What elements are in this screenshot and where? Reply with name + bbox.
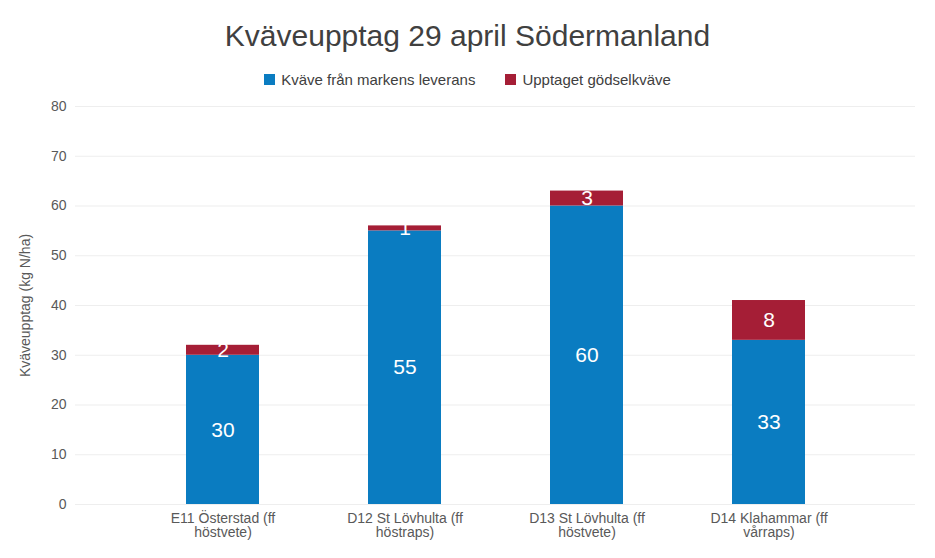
svg-text:0: 0 xyxy=(59,496,67,512)
svg-text:1: 1 xyxy=(399,216,411,239)
svg-text:D13 St Lövhulta (ffhöstvete): D13 St Lövhulta (ffhöstvete) xyxy=(529,510,645,540)
html-text:Upptaget gödselkväve: Upptaget gödselkväve xyxy=(522,70,671,88)
svg-text:60: 60 xyxy=(575,343,598,366)
svg-text:30: 30 xyxy=(51,347,67,363)
svg-text:Kväveupptag (kg N/ha): Kväveupptag (kg N/ha) xyxy=(17,234,33,377)
svg-text:E11 Österstad (ffhöstvete): E11 Österstad (ffhöstvete) xyxy=(171,509,276,540)
svg-text:2: 2 xyxy=(217,338,229,361)
svg-text:70: 70 xyxy=(51,148,67,164)
svg-text:3: 3 xyxy=(581,186,593,209)
svg-text:55: 55 xyxy=(393,355,416,378)
svg-text:50: 50 xyxy=(51,247,67,263)
svg-text:D14 Klahammar (ffvårraps): D14 Klahammar (ffvårraps) xyxy=(710,510,827,540)
svg-text:30: 30 xyxy=(211,418,234,441)
svg-text:40: 40 xyxy=(51,297,67,313)
html-text:Kväve från markens leverans: Kväve från markens leverans xyxy=(281,70,476,88)
svg-text:8: 8 xyxy=(763,308,775,331)
svg-text:D12 St Lövhulta (ffhöstraps): D12 St Lövhulta (ffhöstraps) xyxy=(347,510,463,540)
svg-text:80: 80 xyxy=(51,98,67,114)
html-text:Kväveupptag 29 april Södermanl: Kväveupptag 29 april Södermanland xyxy=(224,19,711,52)
svg-text:10: 10 xyxy=(51,446,67,462)
svg-text:20: 20 xyxy=(51,396,67,412)
svg-text:60: 60 xyxy=(51,197,67,213)
svg-text:33: 33 xyxy=(757,410,780,433)
